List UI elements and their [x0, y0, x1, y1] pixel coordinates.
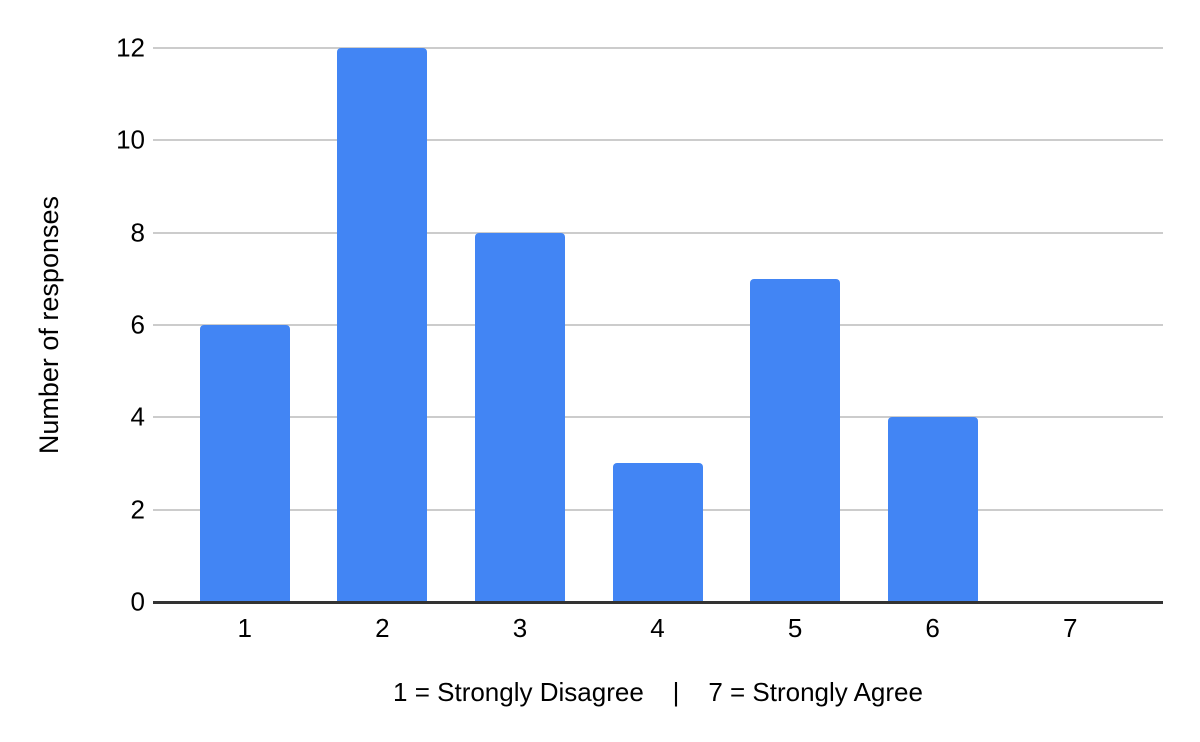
bar-4 — [612, 463, 703, 602]
x-axis-title: 1 = Strongly Disagree | 7 = Strongly Agr… — [393, 677, 923, 707]
bar-3 — [474, 233, 565, 602]
gridline-8 — [153, 231, 1163, 234]
bar-5 — [750, 279, 841, 602]
y-tick-label-10: 10 — [116, 124, 145, 155]
x-tick-label-4: 4 — [650, 613, 665, 643]
x-tick-label-5: 5 — [787, 613, 803, 643]
gridline-4 — [153, 416, 1163, 419]
gridline-12 — [153, 47, 1163, 49]
x-tick-label-6: 6 — [925, 613, 940, 643]
plot-area — [153, 47, 1163, 604]
x-axis-line — [153, 601, 1163, 604]
bar-2 — [337, 48, 428, 602]
x-tick-label-2: 2 — [375, 613, 390, 643]
y-tick-label-8: 8 — [130, 217, 145, 248]
y-tick-label-2: 2 — [130, 494, 145, 525]
y-tick-label-0: 0 — [130, 586, 145, 617]
gridline-6 — [153, 324, 1163, 326]
x-axis-tick-labels: 1 2 3 4 5 6 7 — [153, 613, 1163, 643]
x-tick-label-3: 3 — [512, 613, 528, 643]
bar-6 — [887, 417, 978, 602]
y-axis-tick-labels: 0 2 4 6 8 10 12 — [0, 33, 145, 617]
y-tick-label-12: 12 — [116, 32, 145, 63]
gridline-10 — [153, 139, 1163, 142]
x-tick-label-1: 1 — [237, 613, 253, 643]
x-tick-label-7: 7 — [1062, 613, 1078, 643]
bar-1 — [199, 325, 290, 602]
y-tick-label-4: 4 — [130, 401, 145, 432]
y-tick-label-6: 6 — [130, 309, 145, 340]
